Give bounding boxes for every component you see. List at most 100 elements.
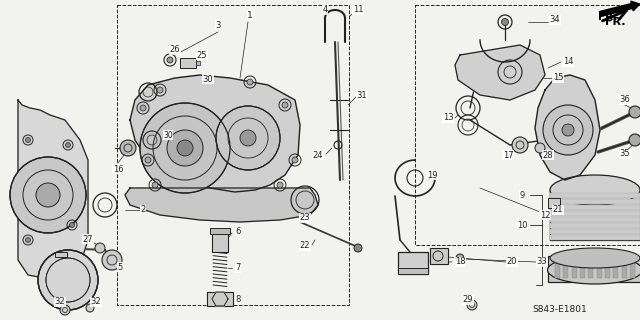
Circle shape	[152, 182, 158, 188]
Text: 36: 36	[620, 95, 630, 105]
Bar	[550, 199, 640, 204]
Bar	[588, 260, 593, 278]
Bar	[117, 5, 349, 305]
Text: 12: 12	[540, 211, 550, 220]
Text: 15: 15	[553, 74, 563, 83]
Text: 8: 8	[236, 294, 241, 303]
Text: 21: 21	[553, 205, 563, 214]
Bar	[621, 260, 627, 278]
Polygon shape	[18, 100, 88, 280]
Text: 13: 13	[443, 114, 453, 123]
Ellipse shape	[550, 175, 640, 205]
Bar	[550, 235, 640, 240]
Text: S843-E1801: S843-E1801	[532, 306, 588, 315]
Circle shape	[467, 300, 477, 310]
Circle shape	[65, 142, 70, 148]
Circle shape	[140, 103, 230, 193]
Text: 34: 34	[550, 15, 560, 25]
Bar	[550, 223, 640, 228]
Circle shape	[145, 157, 151, 163]
Polygon shape	[125, 188, 318, 222]
Circle shape	[70, 222, 74, 228]
Circle shape	[502, 19, 509, 26]
Bar	[207, 292, 233, 306]
Text: 18: 18	[454, 258, 465, 267]
Bar	[596, 260, 602, 278]
Text: 28: 28	[543, 150, 554, 159]
Polygon shape	[212, 292, 228, 306]
Circle shape	[157, 87, 163, 93]
Bar	[398, 268, 428, 274]
Bar	[415, 5, 640, 245]
Text: 22: 22	[300, 242, 310, 251]
Bar	[196, 61, 200, 65]
Text: 4: 4	[323, 5, 328, 14]
Circle shape	[629, 134, 640, 146]
Text: 9: 9	[520, 190, 525, 199]
Text: 30: 30	[203, 75, 213, 84]
Text: 7: 7	[236, 263, 241, 273]
Bar	[550, 211, 640, 216]
Circle shape	[86, 304, 94, 312]
Text: 5: 5	[117, 262, 123, 271]
Circle shape	[247, 79, 253, 85]
Circle shape	[456, 254, 464, 262]
Text: 30: 30	[163, 131, 173, 140]
Text: 2: 2	[140, 205, 146, 214]
Text: 10: 10	[516, 220, 527, 229]
Circle shape	[512, 137, 528, 153]
FancyArrow shape	[600, 1, 640, 16]
Text: 29: 29	[463, 295, 473, 305]
Bar	[212, 232, 228, 252]
Circle shape	[26, 237, 31, 243]
Circle shape	[177, 140, 193, 156]
Text: 19: 19	[427, 171, 437, 180]
Circle shape	[277, 182, 283, 188]
Circle shape	[140, 105, 146, 111]
Bar	[548, 256, 640, 282]
Text: 31: 31	[356, 91, 367, 100]
Ellipse shape	[547, 256, 640, 284]
Text: 20: 20	[507, 258, 517, 267]
Text: 25: 25	[196, 51, 207, 60]
Circle shape	[167, 130, 203, 166]
Text: 14: 14	[563, 58, 573, 67]
Bar	[550, 217, 640, 222]
Circle shape	[38, 250, 98, 310]
Text: 23: 23	[300, 213, 310, 222]
Circle shape	[562, 124, 574, 136]
Bar	[180, 58, 196, 68]
Circle shape	[167, 57, 173, 63]
Bar	[613, 260, 618, 278]
Circle shape	[354, 244, 362, 252]
Circle shape	[95, 243, 105, 253]
Text: 1: 1	[247, 11, 253, 20]
Text: 11: 11	[353, 5, 364, 14]
Bar	[550, 190, 640, 240]
Polygon shape	[535, 75, 600, 180]
Bar	[572, 260, 577, 278]
Text: 3: 3	[215, 20, 221, 29]
Text: 35: 35	[620, 149, 630, 158]
Circle shape	[26, 138, 31, 142]
Circle shape	[292, 157, 298, 163]
Polygon shape	[455, 45, 545, 100]
Circle shape	[36, 183, 60, 207]
Circle shape	[60, 305, 70, 315]
Circle shape	[543, 105, 593, 155]
Polygon shape	[130, 75, 300, 192]
Bar	[563, 260, 568, 278]
Text: 17: 17	[502, 150, 513, 159]
Circle shape	[535, 143, 545, 153]
Text: 6: 6	[236, 228, 241, 236]
Bar	[210, 228, 230, 234]
Bar	[430, 248, 448, 264]
Circle shape	[629, 106, 640, 118]
Bar	[555, 260, 560, 278]
Circle shape	[240, 130, 256, 146]
Text: 26: 26	[170, 45, 180, 54]
Text: 33: 33	[536, 258, 547, 267]
Circle shape	[10, 157, 86, 233]
Ellipse shape	[550, 248, 640, 268]
Bar	[550, 205, 640, 210]
